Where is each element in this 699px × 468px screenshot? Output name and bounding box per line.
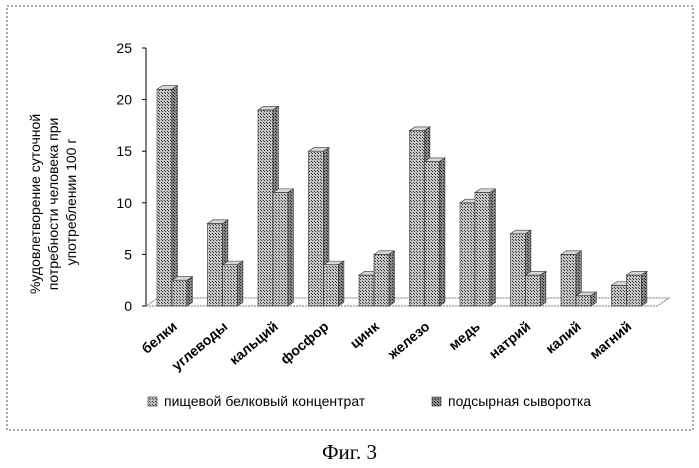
y-tick-label: 5 [124, 246, 132, 262]
x-tick-label: углеводы [169, 318, 231, 374]
bar-front [511, 234, 526, 306]
bar-side [238, 261, 243, 306]
y-tick-label: 15 [116, 143, 132, 159]
bar-front [172, 280, 187, 306]
y-axis-label-line-1: %удовлетворение суточной [27, 114, 43, 294]
bar-front [460, 203, 475, 306]
bar [172, 277, 192, 306]
x-tick-label: железо [384, 318, 433, 363]
bar-front [425, 162, 440, 306]
bar [324, 261, 344, 306]
legend: пищевой белковый концентрат подсырная сыв… [148, 393, 591, 409]
legend-label: пищевой белковый концентрат [164, 393, 366, 409]
bar-front [627, 275, 642, 306]
bar-side [288, 189, 293, 306]
x-tick-label: фосфор [277, 318, 331, 367]
bar [273, 189, 293, 306]
bar-front [526, 275, 541, 306]
bar [425, 158, 445, 306]
y-tick-label: 10 [116, 195, 132, 211]
x-tick-label: цинк [347, 317, 383, 351]
bar-side [172, 86, 177, 306]
bar-side [440, 158, 445, 306]
figure-caption: Фиг. 3 [0, 440, 699, 465]
x-tick-labels: белкиуглеводыкальцийфосфор цинкжелезо медь… [138, 317, 634, 373]
bar-side [339, 261, 344, 306]
bars [157, 86, 647, 306]
bar-front [324, 265, 339, 306]
bar-front [309, 151, 324, 306]
bar [526, 271, 546, 306]
legend-label: подсырная сыворотка [448, 393, 591, 409]
bar-side [642, 271, 647, 306]
chart-frame [7, 6, 693, 430]
x-tick-label: кальций [226, 318, 281, 368]
x-tick-label: медь [445, 318, 483, 353]
bar-front [612, 285, 627, 306]
bar-front [576, 296, 591, 306]
x-tick-label: магний [586, 318, 634, 362]
bar [157, 86, 177, 306]
y-tick-label: 0 [124, 298, 132, 314]
bar [576, 292, 596, 306]
x-tick-label: белки [138, 318, 180, 357]
bar-front [359, 275, 374, 306]
bar-front [157, 89, 172, 306]
y-axis-label: %удовлетворение суточной потребности чел… [27, 110, 79, 294]
bar-front [475, 192, 490, 306]
bar [475, 189, 495, 306]
bar-front [374, 254, 389, 306]
y-tick-label: 20 [116, 92, 132, 108]
legend-swatch [432, 397, 441, 406]
bar-side [187, 277, 192, 306]
y-tick-label: 25 [116, 40, 132, 56]
bar-front [208, 223, 223, 306]
x-tick-label: калий [542, 318, 584, 357]
bar-front [410, 131, 425, 306]
x-tick-label: натрий [486, 318, 534, 362]
bar-front [273, 192, 288, 306]
bar-side [389, 251, 394, 306]
bar-front [561, 254, 576, 306]
bar-front [223, 265, 238, 306]
y-axis-label-line-3: употреблении 100 г [63, 139, 79, 266]
bar-side [490, 189, 495, 306]
bar [223, 261, 243, 306]
y-axis-label-line-2: потребности человека при [45, 118, 61, 291]
bar [374, 251, 394, 306]
bar-front [258, 110, 273, 306]
bar-side [541, 271, 546, 306]
legend-swatch [148, 397, 157, 406]
bar [627, 271, 647, 306]
